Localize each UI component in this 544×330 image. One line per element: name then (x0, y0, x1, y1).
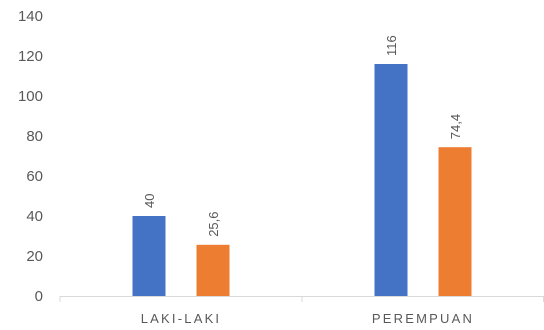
y-tick-label: 80 (26, 128, 43, 145)
y-tick-label: 60 (26, 168, 43, 185)
y-tick-label: 40 (26, 208, 43, 225)
y-tick-label: 140 (18, 8, 43, 25)
bar (438, 147, 472, 296)
y-tick-label: 120 (18, 48, 43, 65)
bar (196, 244, 230, 296)
bar (374, 64, 408, 296)
data-label: 116 (384, 35, 399, 56)
category-label: PEREMPUAN (372, 311, 474, 326)
category-label: LAKI-LAKI (141, 311, 222, 326)
data-label: 25,6 (206, 211, 221, 236)
y-tick-label: 20 (26, 248, 43, 265)
y-tick-label: 0 (35, 288, 43, 305)
data-label: 74,4 (448, 114, 463, 139)
y-tick-label: 100 (18, 88, 43, 105)
data-label: 40 (142, 194, 157, 208)
bar (132, 216, 166, 296)
